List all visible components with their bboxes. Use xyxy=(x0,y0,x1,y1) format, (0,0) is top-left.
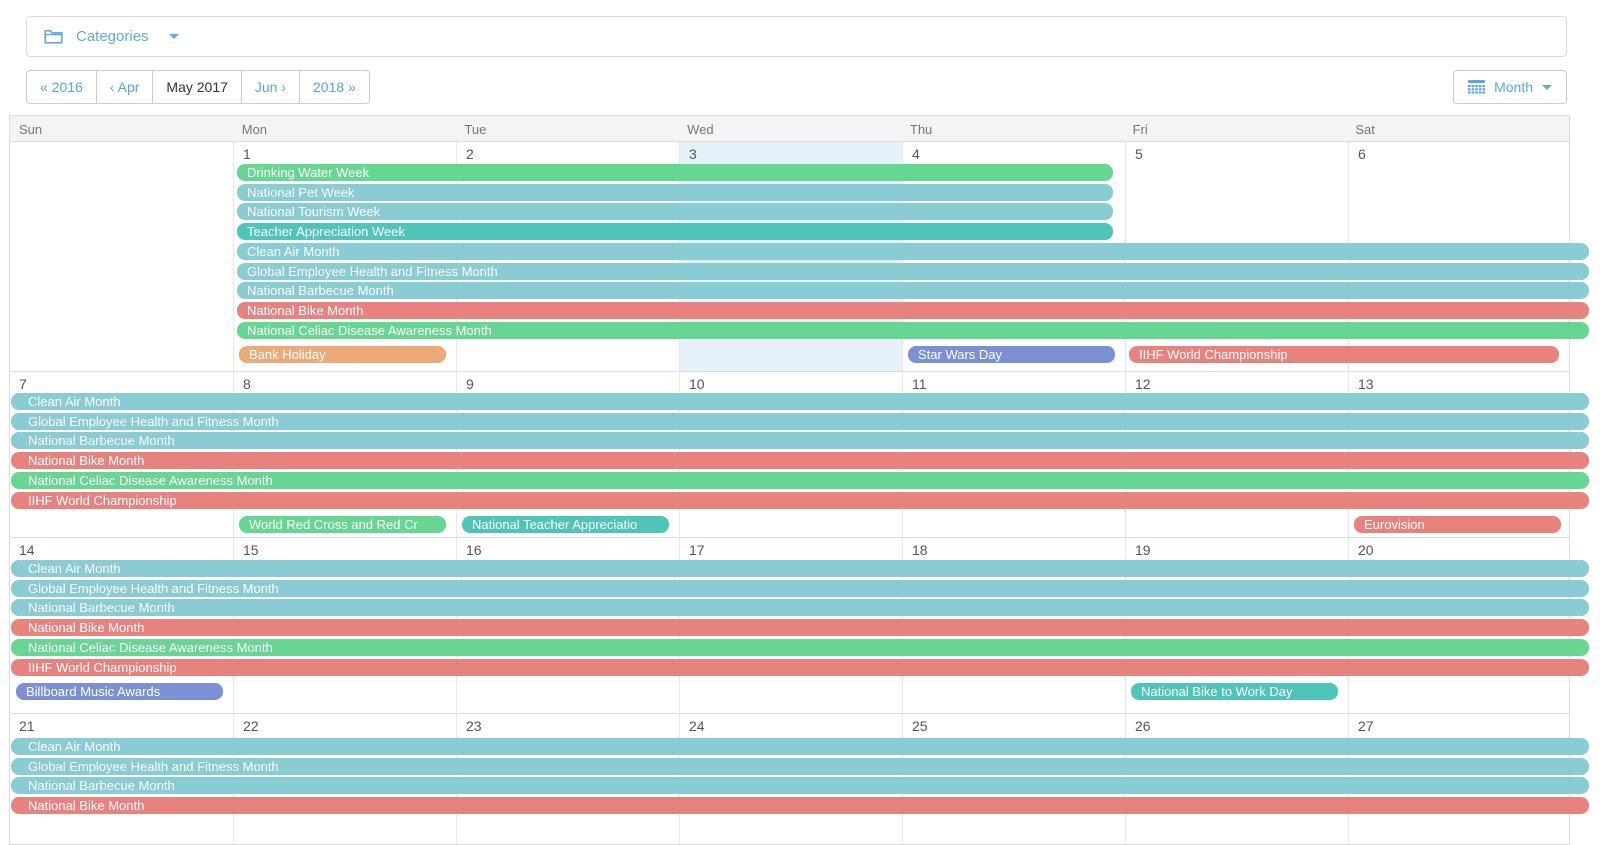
day-of-week-label: Sun xyxy=(19,122,43,137)
event-bar[interactable]: Clean Air Month xyxy=(11,393,1589,410)
day-number: 6 xyxy=(1358,146,1366,162)
event-bar[interactable]: Global Employee Health and Fitness Month xyxy=(11,758,1589,775)
event-bar[interactable]: National Tourism Week xyxy=(237,203,1113,220)
chevron-down-icon xyxy=(168,34,179,39)
folder-icon xyxy=(44,29,63,44)
day-number: 11 xyxy=(912,376,927,392)
day-number: 26 xyxy=(1135,718,1151,734)
day-number: 17 xyxy=(689,542,705,558)
day-cell: 7 xyxy=(10,372,233,537)
day-number: 4 xyxy=(912,146,920,162)
event-bar[interactable]: National Bike Month xyxy=(237,302,1589,319)
event-bar[interactable]: National Bike Month xyxy=(11,619,1589,636)
view-mode-button[interactable]: Month xyxy=(1453,70,1567,104)
week-row: 7 8 9 10 11 12 13 Clean Air Month Global Employe… xyxy=(10,372,1589,538)
day-number: 18 xyxy=(912,542,928,558)
day-of-week-header: Sun Mon Tue Wed Thu Fri Sat xyxy=(9,115,1570,142)
day-number: 8 xyxy=(243,376,251,392)
day-number xyxy=(10,142,233,146)
day-cell xyxy=(10,142,233,371)
day-of-week-label: Tue xyxy=(464,122,487,137)
day-cell: 1 xyxy=(233,142,456,371)
categories-label: Categories xyxy=(76,28,149,45)
day-of-week-label: Mon xyxy=(241,122,268,137)
day-of-week-label: Thu xyxy=(909,122,933,137)
event-bar[interactable]: Billboard Music Awards xyxy=(16,683,223,700)
day-cell: 21 xyxy=(10,714,233,844)
day-number: 5 xyxy=(1135,146,1143,162)
day-number: 10 xyxy=(689,376,705,392)
calendar-page: { "filter_bar": { "label": "Categories" … xyxy=(9,16,1589,845)
day-of-week-label: Sat xyxy=(1355,122,1375,137)
day-number: 25 xyxy=(912,718,928,734)
month-calendar: Sun Mon Tue Wed Thu Fri Sat 1 2 3 4 5 6 Drinking Wat… xyxy=(9,115,1589,845)
event-bar[interactable]: Drinking Water Week xyxy=(237,164,1113,181)
day-number: 14 xyxy=(19,542,35,558)
view-mode-label: Month xyxy=(1494,79,1533,95)
calendar-weeks: 1 2 3 4 5 6 Drinking Water Week National Pet We… xyxy=(9,142,1589,845)
event-bar[interactable]: Clean Air Month xyxy=(11,560,1589,577)
day-number: 13 xyxy=(1358,376,1374,392)
event-bar[interactable]: IIHF World Championship xyxy=(11,492,1589,509)
day-number: 24 xyxy=(689,718,705,734)
event-bar[interactable]: National Celiac Disease Awareness Month xyxy=(11,472,1589,489)
event-bar[interactable]: National Barbecue Month xyxy=(11,432,1589,449)
event-bar[interactable]: Global Employee Health and Fitness Month xyxy=(11,580,1589,597)
categories-panel[interactable]: Categories xyxy=(26,16,1567,57)
event-bar[interactable]: Teacher Appreciation Week xyxy=(237,223,1113,240)
week-row: 21 22 23 24 25 26 27 Clean Air Month Global Empl… xyxy=(10,714,1589,845)
nav-button-group: « 2016 ‹ Apr May 2017 Jun › 2018 » xyxy=(26,70,370,104)
day-number: 1 xyxy=(243,146,251,162)
toolbar: « 2016 ‹ Apr May 2017 Jun › 2018 » Month xyxy=(26,70,1567,104)
event-bar[interactable]: IIHF World Championship xyxy=(11,659,1589,676)
event-bar[interactable]: Eurovision xyxy=(1354,516,1561,533)
day-of-week-label: Wed xyxy=(687,122,714,137)
current-month-label: May 2017 xyxy=(152,70,242,104)
event-bar[interactable]: National Bike Month xyxy=(11,797,1589,814)
day-number: 22 xyxy=(243,718,259,734)
day-of-week-label: Fri xyxy=(1132,122,1148,137)
event-bar[interactable]: National Barbecue Month xyxy=(237,282,1589,299)
day-number: 16 xyxy=(466,542,482,558)
prev-month-button[interactable]: ‹ Apr xyxy=(95,70,154,104)
prev-year-button[interactable]: « 2016 xyxy=(26,70,97,104)
event-bar[interactable]: IIHF World Championship xyxy=(1129,346,1559,363)
event-bar[interactable]: National Bike Month xyxy=(11,452,1589,469)
event-bar[interactable]: National Celiac Disease Awareness Month xyxy=(237,322,1589,339)
next-month-button[interactable]: Jun › xyxy=(240,70,301,104)
day-number: 21 xyxy=(19,718,35,734)
event-bar[interactable]: Clean Air Month xyxy=(237,243,1589,260)
event-bar[interactable]: National Barbecue Month xyxy=(11,777,1589,794)
event-bar[interactable]: National Celiac Disease Awareness Month xyxy=(11,639,1589,656)
week-row: 14 15 16 17 18 19 20 Clean Air Month Global Empl… xyxy=(10,538,1589,714)
event-bar[interactable]: Global Employee Health and Fitness Month xyxy=(237,263,1589,280)
event-bar[interactable]: National Barbecue Month xyxy=(11,599,1589,616)
event-bar[interactable]: Clean Air Month xyxy=(11,738,1589,755)
next-year-button[interactable]: 2018 » xyxy=(299,70,370,104)
day-number: 3 xyxy=(689,146,697,162)
event-bar[interactable]: Star Wars Day xyxy=(908,346,1115,363)
event-bar[interactable]: World Red Cross and Red Cr xyxy=(239,516,446,533)
calendar-grid-icon xyxy=(1468,80,1486,94)
event-bar[interactable]: National Pet Week xyxy=(237,184,1113,201)
event-bar[interactable]: National Teacher Appreciatio xyxy=(462,516,669,533)
event-bar[interactable]: Global Employee Health and Fitness Month xyxy=(11,413,1589,430)
day-cell: 14 xyxy=(10,538,233,713)
event-bar[interactable]: Bank Holiday xyxy=(239,346,446,363)
day-number: 23 xyxy=(466,718,482,734)
day-number: 2 xyxy=(466,146,474,162)
day-number: 15 xyxy=(243,542,259,558)
day-number: 9 xyxy=(466,376,474,392)
day-number: 27 xyxy=(1358,718,1374,734)
week-row: 1 2 3 4 5 6 Drinking Water Week National Pet We… xyxy=(10,142,1589,372)
day-number: 12 xyxy=(1135,376,1151,392)
day-number: 7 xyxy=(19,376,27,392)
chevron-down-icon xyxy=(1542,84,1552,90)
event-bar[interactable]: National Bike to Work Day xyxy=(1131,683,1338,700)
day-number: 19 xyxy=(1135,542,1151,558)
day-number: 20 xyxy=(1358,542,1374,558)
